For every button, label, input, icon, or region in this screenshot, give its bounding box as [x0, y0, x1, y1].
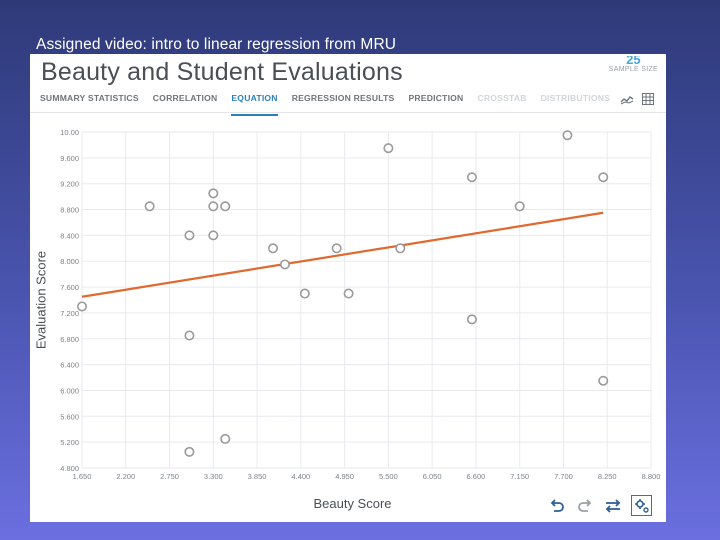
y-tick-label: 8.800 — [60, 206, 79, 215]
data-point[interactable] — [466, 172, 477, 183]
data-point[interactable] — [208, 188, 219, 199]
view-toggle-icons — [620, 93, 654, 105]
x-axis-label: Beauty Score — [313, 496, 391, 511]
table-icon[interactable] — [642, 93, 654, 105]
data-point[interactable] — [208, 230, 219, 241]
tab-divider — [30, 112, 666, 113]
undo-icon — [550, 498, 564, 512]
sample-size-display: 25 SAMPLE SIZE — [609, 56, 658, 73]
data-point[interactable] — [144, 201, 155, 212]
data-point[interactable] — [343, 288, 354, 299]
tab-crosstab[interactable]: CROSSTAB — [477, 93, 527, 103]
data-point[interactable] — [184, 230, 195, 241]
x-tick-label: 4.950 — [335, 472, 354, 481]
y-axis-label: Evaluation Score — [33, 251, 48, 349]
x-tick-label: 8.800 — [642, 472, 661, 481]
y-tick-label: 6.000 — [60, 386, 79, 395]
tab-bar: SUMMARY STATISTICS CORRELATION EQUATION … — [40, 93, 624, 116]
y-tick-label: 9.200 — [60, 180, 79, 189]
tab-equation[interactable]: EQUATION — [231, 93, 279, 116]
x-tick-label: 2.200 — [116, 472, 135, 481]
x-tick-label: 1.650 — [73, 472, 92, 481]
x-tick-label: 3.850 — [248, 472, 267, 481]
data-point[interactable] — [184, 330, 195, 341]
tab-correlation[interactable]: CORRELATION — [152, 93, 218, 103]
chart-toolbar — [547, 495, 652, 516]
tab-prediction[interactable]: PREDICTION — [408, 93, 464, 103]
y-tick-label: 8.000 — [60, 257, 79, 266]
x-tick-label: 4.400 — [291, 472, 310, 481]
data-point[interactable] — [383, 143, 394, 154]
swap-icon — [605, 498, 621, 513]
y-tick-label: 7.600 — [60, 283, 79, 292]
data-point[interactable] — [395, 243, 406, 254]
redo-icon — [578, 498, 592, 512]
chart-grid — [81, 131, 652, 469]
data-point[interactable] — [598, 172, 609, 183]
data-point[interactable] — [279, 259, 290, 270]
y-tick-label: 10.00 — [60, 128, 79, 137]
x-tick-label: 7.700 — [554, 472, 573, 481]
undo-button[interactable] — [547, 496, 567, 516]
y-tick-label: 7.200 — [60, 309, 79, 318]
sample-size-label: SAMPLE SIZE — [608, 66, 658, 73]
swap-axes-button[interactable] — [603, 496, 623, 516]
data-point[interactable] — [562, 130, 573, 141]
y-tick-label: 4.800 — [60, 464, 79, 473]
x-tick-label: 7.150 — [510, 472, 529, 481]
y-tick-label: 9.600 — [60, 154, 79, 163]
data-point[interactable] — [76, 301, 87, 312]
regression-line-group — [81, 211, 604, 298]
tab-distributions[interactable]: DISTRIBUTIONS — [540, 93, 611, 103]
y-tick-label: 6.400 — [60, 361, 79, 370]
redo-button[interactable] — [575, 496, 595, 516]
data-point[interactable] — [299, 288, 310, 299]
x-tick-label: 6.050 — [423, 472, 442, 481]
app-title: Beauty and Student Evaluations — [41, 58, 403, 86]
tab-summary-statistics[interactable]: SUMMARY STATISTICS — [40, 93, 139, 103]
x-axis-ticks: 1.650 2.200 2.750 3.300 3.850 4.400 4.950 5.500… — [73, 472, 661, 481]
data-point[interactable] — [220, 433, 231, 444]
trend-icon[interactable] — [620, 93, 634, 105]
data-point[interactable] — [220, 201, 231, 212]
y-axis-ticks: 4.800 5.200 5.600 6.000 6.400 6.800 7.200 7.600… — [60, 128, 79, 473]
tab-regression-results[interactable]: REGRESSION RESULTS — [291, 93, 395, 103]
x-tick-label: 3.300 — [204, 472, 223, 481]
x-tick-label: 8.250 — [598, 472, 617, 481]
x-tick-label: 2.750 — [160, 472, 179, 481]
data-point[interactable] — [514, 201, 525, 212]
data-point[interactable] — [331, 243, 342, 254]
sample-size-value: 25 — [626, 56, 641, 64]
y-tick-label: 8.400 — [60, 231, 79, 240]
y-tick-label: 5.200 — [60, 438, 79, 447]
x-tick-label: 5.500 — [379, 472, 398, 481]
app-window: 25 SAMPLE SIZE Beauty and Student Evalua… — [30, 54, 666, 522]
data-point[interactable] — [267, 243, 278, 254]
scatter-chart: 4.800 5.200 5.600 6.000 6.400 6.800 7.200 7.600… — [33, 128, 661, 511]
settings-button[interactable] — [631, 495, 652, 516]
data-point[interactable] — [598, 375, 609, 386]
x-tick-label: 6.600 — [467, 472, 486, 481]
y-tick-label: 6.800 — [60, 335, 79, 344]
data-points — [76, 130, 609, 457]
data-point[interactable] — [466, 314, 477, 325]
slide-caption: Assigned video: intro to linear regressi… — [36, 36, 397, 53]
y-tick-label: 5.600 — [60, 412, 79, 421]
data-point[interactable] — [208, 201, 219, 212]
settings-icon — [634, 498, 649, 513]
data-point[interactable] — [184, 446, 195, 457]
regression-line — [81, 211, 604, 298]
